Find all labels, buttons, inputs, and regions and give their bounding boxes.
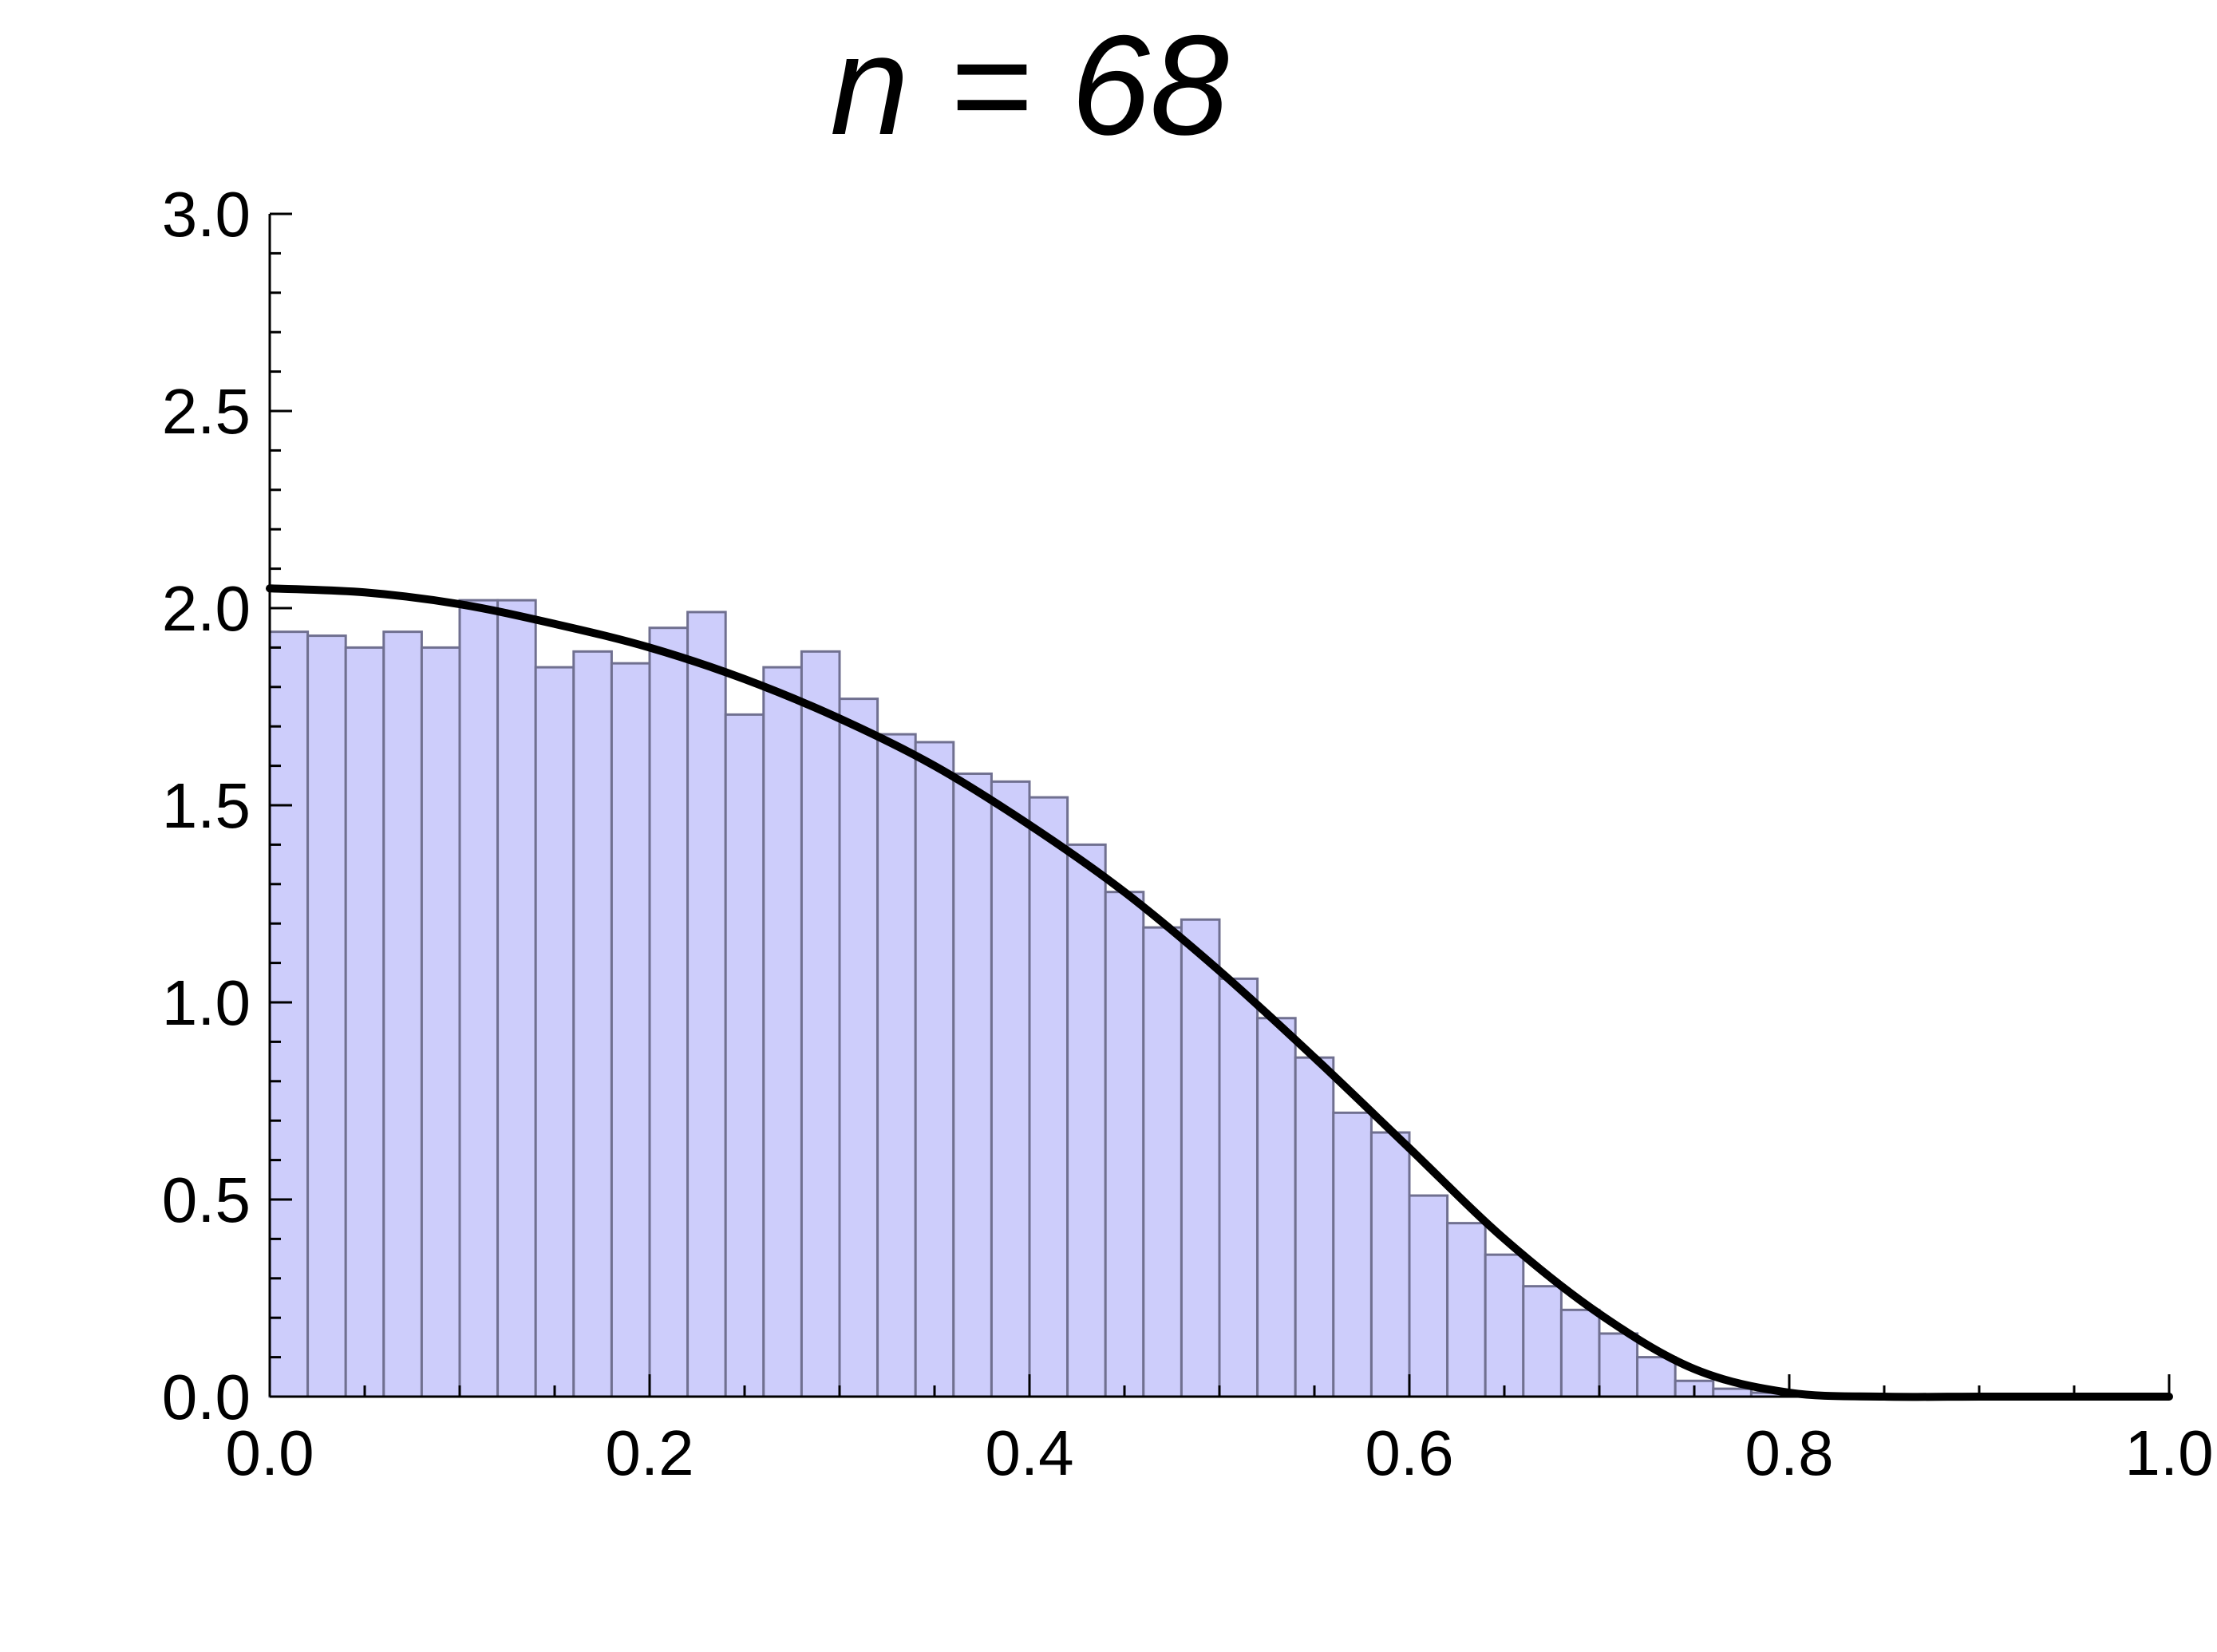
y-tick-label: 2.0 xyxy=(162,573,251,644)
x-tick-label: 0.4 xyxy=(985,1417,1073,1488)
histogram-bar xyxy=(952,772,993,1398)
histogram-bar xyxy=(1332,1111,1373,1398)
histogram-bar xyxy=(1066,843,1107,1398)
density-curve xyxy=(266,584,2173,1401)
histogram-bar xyxy=(838,698,879,1398)
histogram-bar xyxy=(648,626,690,1398)
histogram-bar xyxy=(1636,1356,1677,1398)
histogram-bar xyxy=(1598,1332,1639,1398)
y-tick-label: 0.5 xyxy=(162,1164,251,1235)
histogram-bar xyxy=(800,650,841,1398)
axes: 0.0 0.5 1.0 1.5 2.0 2.5 3.0 0.0 0.2 0.4 0.6 0.8 1.0 xyxy=(162,179,2214,1488)
histogram-bar xyxy=(1408,1194,1449,1398)
histogram-bar xyxy=(686,611,727,1398)
histogram-bar xyxy=(1104,891,1145,1398)
histogram-bar xyxy=(1028,796,1069,1398)
x-tick-label: 0.6 xyxy=(1365,1417,1453,1488)
histogram-bar xyxy=(458,599,500,1398)
histogram-bar xyxy=(762,666,803,1398)
x-tick-label: 0.8 xyxy=(1745,1417,1833,1488)
y-tick-label: 1.5 xyxy=(162,770,251,841)
histogram-bar xyxy=(1484,1253,1525,1398)
y-tick-label: 3.0 xyxy=(162,179,251,250)
histogram-bar xyxy=(1369,1131,1411,1398)
histogram-bar xyxy=(990,780,1031,1398)
histogram-bar xyxy=(1522,1285,1563,1398)
histogram-bar xyxy=(876,733,917,1398)
histogram-bar xyxy=(1446,1222,1487,1398)
histogram-bars xyxy=(268,599,1791,1398)
histogram-bar xyxy=(724,713,765,1398)
histogram-bar xyxy=(268,630,310,1398)
histogram-bar xyxy=(572,650,613,1398)
chart-title: n = 68 xyxy=(830,6,1229,164)
histogram-bar xyxy=(1256,1017,1297,1398)
histogram-bar xyxy=(1142,926,1183,1398)
y-tick-label: 0.0 xyxy=(162,1362,251,1433)
x-tick-label: 0.2 xyxy=(605,1417,694,1488)
x-tick-label: 0.0 xyxy=(225,1417,314,1488)
histogram-bar xyxy=(1294,1056,1335,1398)
y-tick-label: 1.0 xyxy=(162,967,251,1038)
histogram-bar xyxy=(1559,1308,1601,1398)
density-curve-layer xyxy=(266,584,2173,1401)
histogram-bar xyxy=(382,630,423,1398)
histogram-bar xyxy=(496,599,537,1398)
x-tick-label: 1.0 xyxy=(2124,1417,2213,1488)
histogram-bar xyxy=(1180,918,1221,1398)
histogram-bar xyxy=(610,662,651,1398)
histogram-bar xyxy=(534,666,575,1398)
histogram-bar xyxy=(344,646,385,1398)
histogram-bar xyxy=(306,634,347,1398)
histogram-bar xyxy=(914,741,955,1398)
y-tick-label: 2.5 xyxy=(162,376,251,447)
histogram-bar xyxy=(420,646,461,1398)
histogram-bar xyxy=(1218,977,1259,1398)
